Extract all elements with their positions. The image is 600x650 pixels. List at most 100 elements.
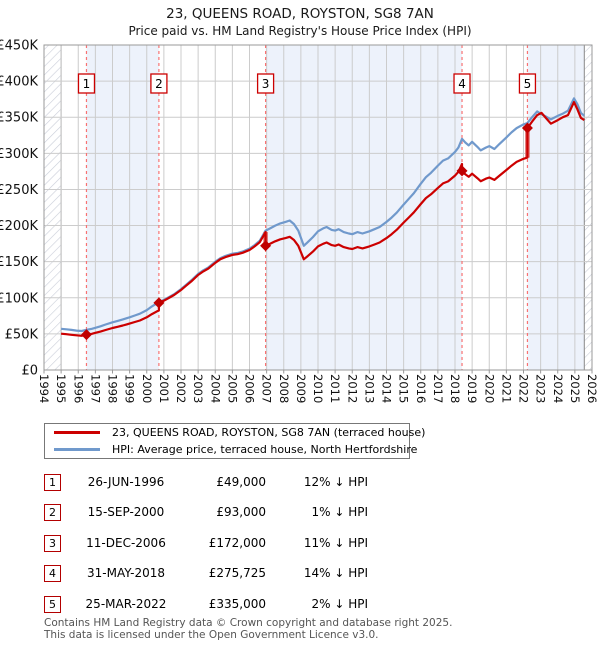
transaction-price: £335,000 — [208, 597, 266, 611]
x-tick-label: 2009 — [294, 374, 308, 403]
x-tick-label: 2008 — [277, 374, 291, 403]
x-tick-label: 2022 — [517, 374, 531, 403]
x-tick-label: 2021 — [499, 374, 513, 403]
page-subtitle: Price paid vs. HM Land Registry's House … — [128, 24, 472, 38]
x-tick-label: 2015 — [397, 374, 411, 403]
sale-point-diamond — [521, 122, 533, 134]
x-tick-label: 1998 — [106, 374, 120, 403]
transaction-date: 15-SEP-2000 — [87, 505, 165, 519]
x-tick-label: 2023 — [534, 374, 548, 403]
transaction-number-box: 1 — [44, 474, 61, 491]
y-tick-label: £400K — [0, 75, 38, 90]
x-tick-label: 2025 — [568, 374, 582, 403]
x-tick-label: 2004 — [208, 374, 222, 403]
x-tick-label: 2011 — [328, 374, 342, 403]
transaction-price: £275,725 — [208, 566, 266, 580]
sale-point-diamond — [153, 297, 165, 309]
transaction-row: 4 31-MAY-2018 £275,725 14% ↓ HPI — [0, 565, 600, 583]
x-tick-label: 2026 — [585, 374, 599, 403]
x-tick-label: 2003 — [191, 374, 205, 403]
event-number-box — [77, 73, 96, 94]
transaction-row: 2 15-SEP-2000 £93,000 1% ↓ HPI — [0, 504, 600, 522]
x-tick-label: 2019 — [465, 374, 479, 403]
transaction-hpi-diff: 2% ↓ HPI — [311, 597, 368, 611]
event-number: 1 — [83, 77, 91, 91]
license-line-1: Contains HM Land Registry data © Crown c… — [44, 617, 453, 629]
x-tick-label: 2001 — [157, 374, 171, 403]
x-tick-label: 2016 — [414, 374, 428, 403]
transaction-price: £49,000 — [216, 475, 266, 489]
ownership-band — [265, 45, 463, 370]
sale-point-diamond — [80, 329, 92, 341]
x-tick-label: 1995 — [54, 374, 68, 403]
sale-point-diamond — [456, 165, 468, 177]
y-tick-label: £250K — [0, 183, 38, 198]
x-tick-label: 1994 — [37, 374, 51, 403]
legend: 23, QUEENS ROAD, ROYSTON, SG8 7AN (terra… — [44, 423, 425, 459]
license-footer: Contains HM Land Registry data © Crown c… — [44, 617, 584, 641]
legend-swatch-price-paid — [54, 431, 100, 434]
transaction-date: 25-MAR-2022 — [85, 597, 167, 611]
x-tick-label: 2005 — [225, 374, 239, 403]
legend-row-hpi: HPI: Average price, terraced house, Nort… — [45, 441, 417, 458]
sale-point-diamond — [260, 240, 272, 252]
event-number: 5 — [524, 77, 532, 91]
y-tick-label: £150K — [0, 255, 38, 270]
transaction-date: 31-MAY-2018 — [86, 566, 165, 580]
y-tick-label: £450K — [0, 39, 38, 54]
event-number: 4 — [458, 77, 466, 91]
x-tick-label: 2020 — [482, 374, 496, 403]
no-data-hatch — [44, 45, 62, 370]
event-number: 3 — [262, 77, 270, 91]
legend-row-price-paid: 23, QUEENS ROAD, ROYSTON, SG8 7AN (terra… — [45, 424, 425, 441]
x-tick-label: 2012 — [345, 374, 359, 403]
event-number-box — [518, 73, 537, 94]
event-number-box — [453, 73, 471, 94]
x-tick-label: 2010 — [311, 374, 325, 403]
ownership-band — [527, 45, 585, 370]
transaction-number-box: 5 — [44, 596, 61, 613]
y-tick-label: £0 — [21, 364, 38, 379]
y-tick-label: £50K — [5, 327, 39, 342]
no-data-hatch — [584, 45, 592, 370]
event-number-box — [256, 73, 275, 94]
y-tick-label: £350K — [0, 111, 38, 126]
y-tick-label: £200K — [0, 219, 38, 234]
x-tick-label: 2017 — [431, 374, 445, 403]
hpi-line — [60, 97, 586, 333]
transaction-hpi-diff: 1% ↓ HPI — [311, 505, 368, 519]
x-tick-label: 2006 — [243, 374, 257, 403]
transaction-number-box: 2 — [44, 504, 61, 521]
transaction-price: £172,000 — [208, 536, 266, 550]
y-tick-label: £100K — [0, 291, 38, 306]
event-number-box — [150, 73, 168, 94]
x-tick-label: 2013 — [362, 374, 376, 403]
legend-label-hpi: HPI: Average price, terraced house, Nort… — [112, 443, 418, 456]
page-title: 23, QUEENS ROAD, ROYSTON, SG8 7AN — [166, 6, 434, 22]
x-tick-label: 2000 — [140, 374, 154, 403]
x-tick-label: 2007 — [260, 374, 274, 403]
transaction-row: 1 26-JUN-1996 £49,000 12% ↓ HPI — [0, 474, 600, 492]
x-tick-label: 1999 — [123, 374, 137, 403]
transaction-row: 5 25-MAR-2022 £335,000 2% ↓ HPI — [0, 596, 600, 614]
transaction-hpi-diff: 12% ↓ HPI — [303, 475, 368, 489]
transaction-date: 11-DEC-2006 — [86, 536, 166, 550]
y-tick-label: £300K — [0, 147, 38, 162]
transaction-row: 3 11-DEC-2006 £172,000 11% ↓ HPI — [0, 535, 600, 553]
ownership-band — [86, 45, 159, 370]
event-number: 2 — [155, 77, 163, 91]
x-tick-label: 2018 — [448, 374, 462, 403]
price-chart: 1994 1995 1996 1997 1998 1999 2000 2001 2002 2003… — [0, 39, 599, 404]
transaction-number-box: 3 — [44, 535, 61, 552]
price-paid-line — [60, 100, 585, 337]
plot-border — [43, 44, 593, 371]
transaction-number-box: 4 — [44, 565, 61, 582]
transaction-price: £93,000 — [216, 505, 266, 519]
x-tick-label: 2024 — [551, 374, 565, 403]
transaction-hpi-diff: 14% ↓ HPI — [303, 566, 368, 580]
legend-label-price-paid: 23, QUEENS ROAD, ROYSTON, SG8 7AN (terra… — [112, 426, 426, 439]
legend-swatch-hpi — [54, 448, 100, 451]
x-tick-label: 2014 — [380, 374, 394, 403]
x-tick-label: 1996 — [71, 374, 85, 403]
